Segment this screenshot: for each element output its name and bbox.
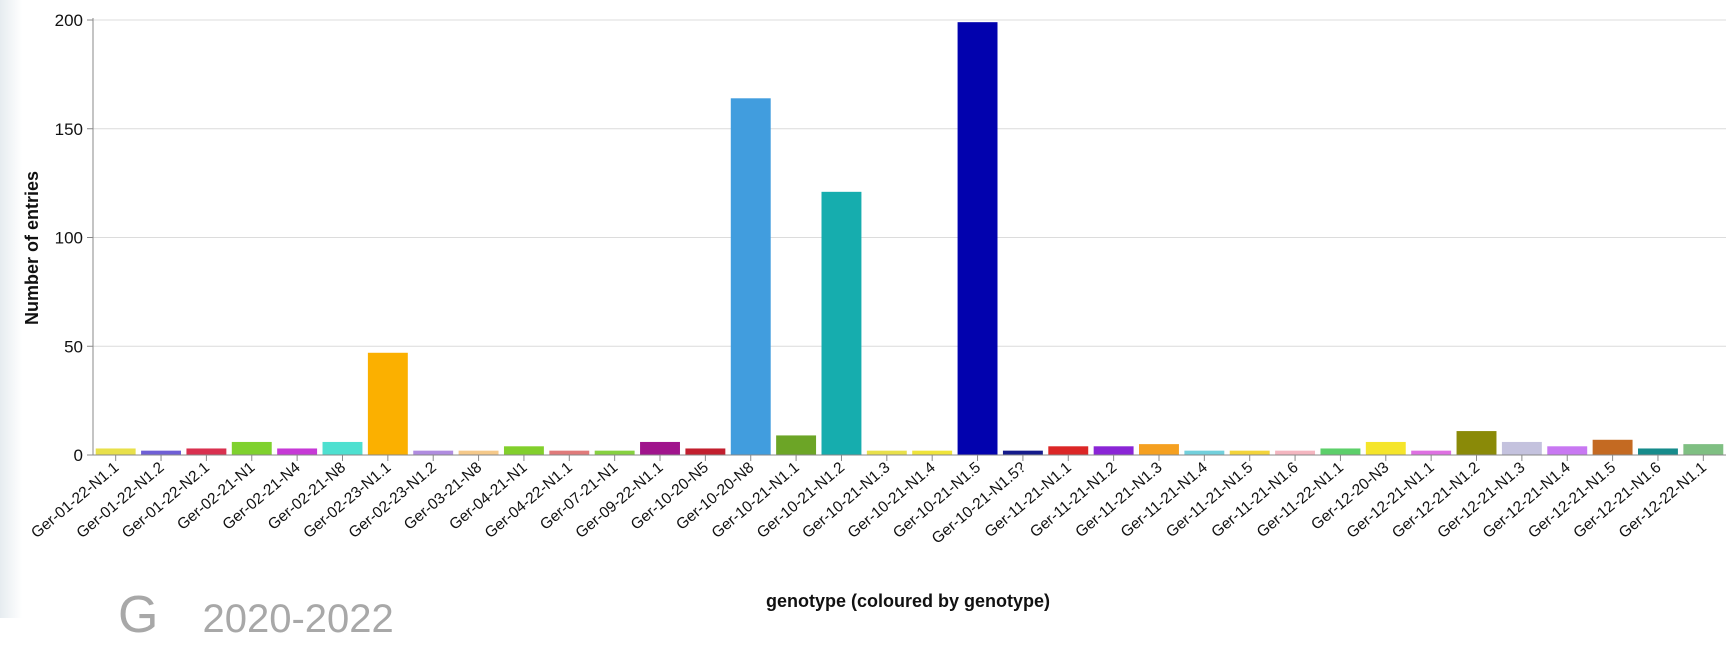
bar-Ger-11-21-N1.5 bbox=[1229, 450, 1270, 455]
bar-Ger-02-23-N1.2 bbox=[413, 450, 454, 455]
bar-Ger-04-22-N1.1 bbox=[549, 450, 590, 455]
bar-Ger-12-21-N1.4 bbox=[1547, 446, 1588, 455]
axes bbox=[92, 18, 1726, 456]
y-axis-label: Number of entries bbox=[22, 171, 42, 325]
bar-Ger-11-21-N1.2 bbox=[1093, 446, 1134, 455]
bar-Ger-03-21-N8 bbox=[458, 450, 499, 455]
bar-Ger-10-21-N1.5? bbox=[1002, 450, 1043, 455]
x-tick-label: Ger-02-21-N1 bbox=[174, 459, 258, 533]
bar-Ger-09-22-N1.1 bbox=[640, 441, 680, 455]
bar-Ger-12-21-N1.2 bbox=[1456, 431, 1497, 455]
bar-Ger-02-21-N1 bbox=[231, 441, 272, 455]
y-axis-ticks: 0 50 100 150 200 bbox=[55, 11, 93, 465]
y-tick-label: 200 bbox=[55, 11, 83, 30]
bar-chart: 0 50 100 150 200 Ger-01-22-N1.1Ger-01-22-N1.… bbox=[22, 11, 1726, 611]
bar-Ger-07-21-N1 bbox=[594, 450, 635, 455]
x-axis-ticks: Ger-01-22-N1.1Ger-01-22-N1.2Ger-01-22-N2… bbox=[28, 455, 1710, 547]
window-edge bbox=[0, 0, 22, 618]
bar-Ger-12-21-N1.3 bbox=[1501, 441, 1542, 455]
bar-Ger-10-21-N1.2 bbox=[821, 191, 862, 455]
bar-Ger-10-21-N1.4 bbox=[912, 450, 953, 455]
bar-Ger-11-22-N1.1 bbox=[1320, 448, 1361, 455]
bar-Ger-02-21-N8 bbox=[322, 441, 363, 455]
bar-Ger-12-21-N1.5 bbox=[1592, 439, 1633, 455]
bar-Ger-10-21-N1.3 bbox=[866, 450, 907, 455]
bar-Ger-02-21-N4 bbox=[277, 448, 318, 455]
bar-Ger-10-21-N1.5 bbox=[957, 22, 998, 456]
bar-Ger-10-21-N1.1 bbox=[776, 435, 817, 455]
bar-Ger-11-21-N1.3 bbox=[1139, 444, 1179, 455]
x-tick-label: Ger-03-21-N8 bbox=[401, 459, 485, 533]
bar-Ger-02-23-N1.1 bbox=[367, 352, 408, 455]
bar-Ger-01-22-N2.1 bbox=[186, 448, 227, 455]
bar-Ger-01-22-N1.1 bbox=[95, 448, 136, 455]
bar-Ger-12-20-N3 bbox=[1365, 441, 1406, 455]
bars bbox=[95, 22, 1724, 456]
y-tick-label: 100 bbox=[55, 229, 83, 248]
bar-Ger-10-20-N8 bbox=[730, 98, 771, 456]
bar-Ger-11-21-N1.1 bbox=[1048, 446, 1089, 455]
x-axis-label: genotype (coloured by genotype) bbox=[766, 591, 1050, 611]
bar-Ger-12-21-N1.6 bbox=[1637, 448, 1678, 455]
bar-Ger-12-21-N1.1 bbox=[1411, 450, 1452, 455]
y-tick-label: 0 bbox=[74, 446, 83, 465]
gridlines bbox=[93, 19, 1726, 456]
x-tick-label: Ger-02-21-N4 bbox=[220, 459, 304, 534]
bar-Ger-11-21-N1.4 bbox=[1184, 450, 1225, 455]
bar-Ger-04-21-N1 bbox=[503, 446, 544, 455]
y-tick-label: 50 bbox=[64, 337, 83, 356]
bar-Ger-12-22-N1.1 bbox=[1683, 444, 1724, 455]
y-tick-label: 150 bbox=[55, 120, 83, 139]
bar-Ger-10-20-N5 bbox=[685, 448, 726, 455]
bar-Ger-11-21-N1.6 bbox=[1275, 450, 1316, 455]
x-tick-label: Ger-10-20-N5 bbox=[628, 459, 712, 533]
bar-Ger-01-22-N1.2 bbox=[141, 450, 182, 455]
